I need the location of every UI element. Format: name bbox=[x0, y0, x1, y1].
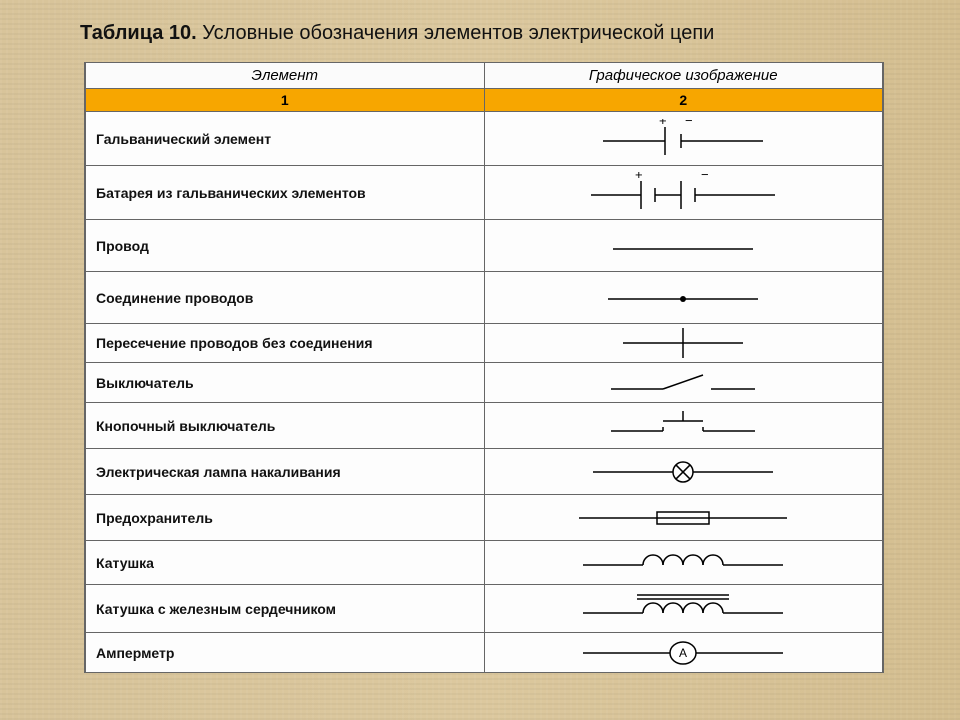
header-element: Элемент bbox=[86, 63, 485, 89]
element-symbol bbox=[484, 449, 883, 495]
table-row: Соединение проводов bbox=[86, 272, 883, 324]
element-symbol bbox=[484, 324, 883, 363]
title-bold: Таблица 10. bbox=[80, 22, 197, 44]
element-name: Соединение проводов bbox=[86, 272, 485, 324]
numcell-1: 1 bbox=[86, 89, 485, 112]
element-name: Пересечение проводов без соединения bbox=[86, 324, 485, 363]
table-row: Катушка bbox=[86, 541, 883, 585]
element-name: Электрическая лампа накаливания bbox=[86, 449, 485, 495]
symbols-table: Элемент Графическое изображение 1 2 Галь… bbox=[84, 62, 884, 673]
element-name: Гальванический элемент bbox=[86, 112, 485, 166]
svg-text:+: + bbox=[635, 172, 643, 182]
table-row: Гальванический элемент+− bbox=[86, 112, 883, 166]
element-symbol bbox=[484, 363, 883, 403]
table-number-row: 1 2 bbox=[86, 89, 883, 112]
element-symbol bbox=[484, 403, 883, 449]
table-row: Кнопочный выключатель bbox=[86, 403, 883, 449]
svg-text:−: − bbox=[685, 119, 693, 128]
table-row: Амперметр А bbox=[86, 633, 883, 673]
element-name: Предохранитель bbox=[86, 495, 485, 541]
table-row: Предохранитель bbox=[86, 495, 883, 541]
element-symbol: А bbox=[484, 633, 883, 673]
table-row: Электрическая лампа накаливания bbox=[86, 449, 883, 495]
page-title: Таблица 10. Условные обозначения элемент… bbox=[80, 22, 714, 45]
element-name: Амперметр bbox=[86, 633, 485, 673]
element-name: Батарея из гальванических элементов bbox=[86, 166, 485, 220]
element-name: Кнопочный выключатель bbox=[86, 403, 485, 449]
element-symbol: +− bbox=[484, 112, 883, 166]
element-symbol bbox=[484, 495, 883, 541]
table-row: Батарея из гальванических элементов+− bbox=[86, 166, 883, 220]
element-symbol bbox=[484, 220, 883, 272]
header-graphic: Графическое изображение bbox=[484, 63, 883, 89]
table-row: Выключатель bbox=[86, 363, 883, 403]
element-symbol bbox=[484, 541, 883, 585]
element-name: Провод bbox=[86, 220, 485, 272]
table-row: Пересечение проводов без соединения bbox=[86, 324, 883, 363]
table-row: Катушка с железным сердечником bbox=[86, 585, 883, 633]
table-header-row: Элемент Графическое изображение bbox=[86, 63, 883, 89]
element-symbol bbox=[484, 585, 883, 633]
element-name: Выключатель bbox=[86, 363, 485, 403]
element-symbol bbox=[484, 272, 883, 324]
svg-text:−: − bbox=[701, 172, 709, 182]
svg-text:+: + bbox=[659, 119, 667, 128]
element-name: Катушка bbox=[86, 541, 485, 585]
table-row: Провод bbox=[86, 220, 883, 272]
svg-text:А: А bbox=[679, 646, 687, 660]
numcell-2: 2 bbox=[484, 89, 883, 112]
element-name: Катушка с железным сердечником bbox=[86, 585, 485, 633]
title-rest: Условные обозначения элементов электриче… bbox=[197, 22, 715, 44]
element-symbol: +− bbox=[484, 166, 883, 220]
